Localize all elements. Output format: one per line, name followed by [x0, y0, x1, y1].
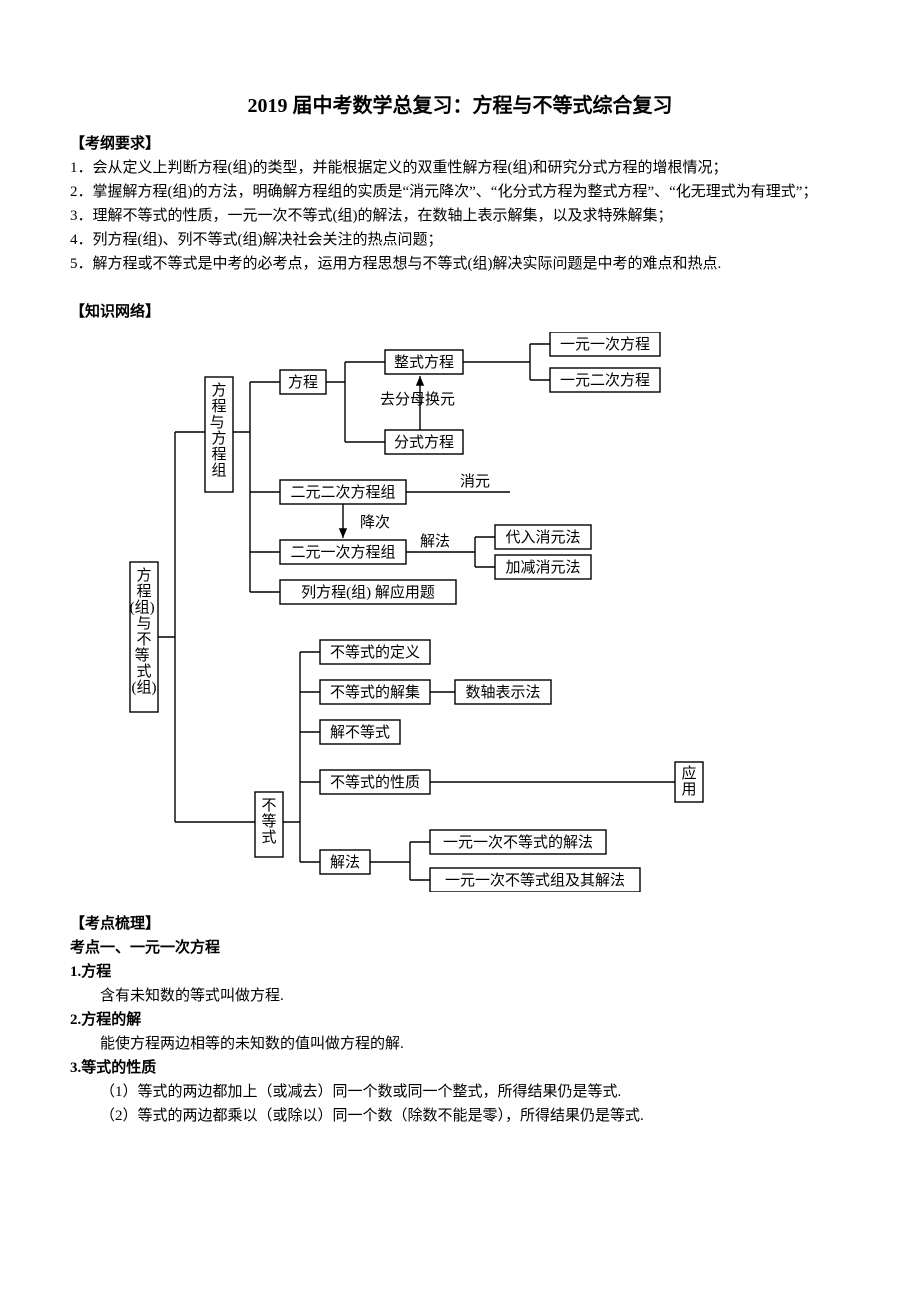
- exam-head: 【考纲要求】: [70, 132, 850, 156]
- node-solve: 解不等式: [330, 723, 390, 741]
- exam-item: 5．解方程或不等式是中考的必考点，运用方程思想与不等式(组)解决实际问题是中考的…: [70, 252, 850, 276]
- node-m1: 一元一次不等式的解法: [443, 833, 593, 851]
- p1-head: 1.方程: [70, 960, 850, 984]
- node-fraceq: 分式方程: [394, 434, 454, 451]
- kp1-title: 考点一、一元一次方程: [70, 936, 850, 960]
- node-eq-group: 方程与 方程组: [210, 382, 229, 479]
- node-intexpr: 整式方程: [394, 354, 454, 371]
- p2-text: 能使方程两边相等的未知数的值叫做方程的解.: [70, 1032, 850, 1056]
- exam-item: 1．会从定义上判断方程(组)的类型，并能根据定义的双重性解方程(组)和研究分式方…: [70, 156, 850, 180]
- node-m2: 一元一次不等式组及其解法: [445, 871, 625, 889]
- node-numline: 数轴表示法: [465, 684, 540, 701]
- node-lin1: 一元一次方程: [560, 336, 650, 353]
- p3-head: 3.等式的性质: [70, 1056, 850, 1080]
- exam-item: 3．理解不等式的性质，一元一次不等式(组)的解法，在数轴上表示解集，以及求特殊解…: [70, 204, 850, 228]
- p2-head: 2.方程的解: [70, 1008, 850, 1032]
- kp-head: 【考点梳理】: [70, 912, 850, 936]
- label-reduce: 降次: [360, 514, 390, 531]
- exam-item: 2．掌握解方程(组)的方法，明确解方程组的实质是“消元降次”、“化分式方程为整式…: [70, 180, 850, 204]
- node-solset: 不等式的解集: [330, 683, 420, 701]
- node-def: 不等式的定义: [330, 643, 420, 661]
- exam-item: 4．列方程(组)、列不等式(组)解决社会关注的热点问题；: [70, 228, 850, 252]
- label-method: 解法: [420, 533, 450, 550]
- p3a-text: （1）等式的两边都加上（或减去）同一个数或同一个整式，所得结果仍是等式.: [70, 1080, 850, 1104]
- network-head: 【知识网络】: [70, 300, 850, 324]
- node-app: 应用: [681, 764, 696, 798]
- knowledge-diagram: 方程(组) 与不等 式(组) 方程与 方程组 方程 整式方程 一元一次方程 一元…: [120, 332, 850, 900]
- node-appeq: 列方程(组) 解应用题: [301, 583, 435, 601]
- node-eq: 方程: [288, 374, 318, 391]
- node-quad1: 一元二次方程: [560, 372, 650, 389]
- label-elim: 消元: [460, 473, 490, 490]
- node-sys22: 二元二次方程组: [290, 484, 395, 501]
- node-methods: 解法: [330, 854, 360, 871]
- label-removeDen: 去分母换元: [380, 391, 455, 408]
- node-prop: 不等式的性质: [330, 773, 420, 791]
- p3b-text: （2）等式的两边都乘以（或除以）同一个数（除数不能是零），所得结果仍是等式.: [70, 1104, 850, 1128]
- node-add: 加减消元法: [505, 559, 580, 576]
- node-sys21: 二元一次方程组: [290, 544, 395, 561]
- node-ineq: 不等式: [261, 798, 276, 846]
- p1-text: 含有未知数的等式叫做方程.: [70, 984, 850, 1008]
- page-title: 2019 届中考数学总复习：方程与不等式综合复习: [70, 90, 850, 122]
- node-sub: 代入消元法: [505, 529, 580, 546]
